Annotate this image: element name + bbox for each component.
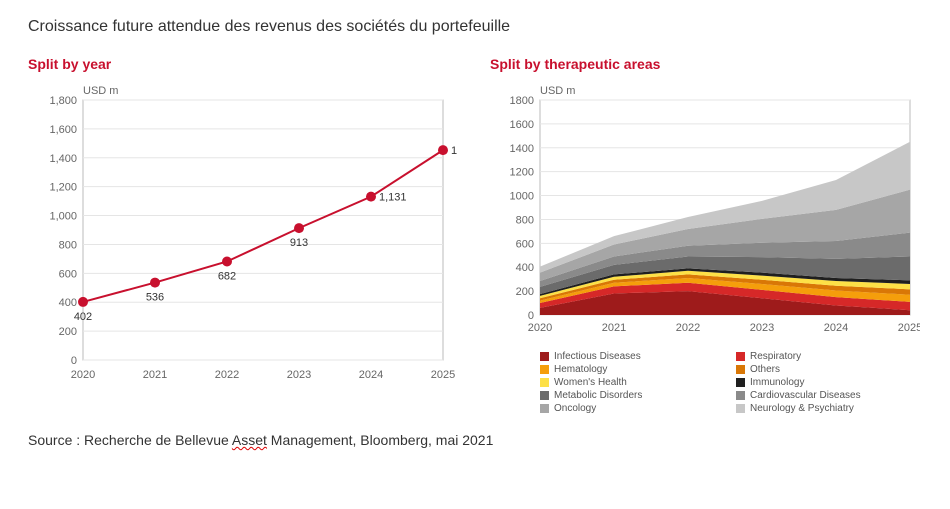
legend-swatch — [540, 352, 549, 361]
svg-text:2025: 2025 — [431, 369, 455, 381]
svg-text:2020: 2020 — [528, 322, 552, 334]
svg-text:600: 600 — [59, 268, 77, 280]
legend-label: Cardiovascular Diseases — [750, 390, 861, 401]
page-title: Croissance future attendue des revenus d… — [28, 18, 922, 36]
svg-text:800: 800 — [59, 239, 77, 251]
legend-label: Respiratory — [750, 351, 801, 362]
legend-item: Women's Health — [540, 377, 726, 388]
svg-text:402: 402 — [74, 311, 92, 323]
legend-item: Others — [736, 364, 922, 375]
legend-item: Neurology & Psychiatry — [736, 403, 922, 414]
svg-text:1,453: 1,453 — [451, 145, 458, 157]
legend-swatch — [540, 365, 549, 374]
legend-item: Cardiovascular Diseases — [736, 390, 922, 401]
source-text: Source : Recherche de Bellevue Asset Man… — [28, 432, 922, 448]
left-chart-title: Split by year — [28, 56, 460, 72]
svg-text:2021: 2021 — [143, 369, 167, 381]
legend-item: Infectious Diseases — [540, 351, 726, 362]
svg-text:200: 200 — [516, 286, 534, 298]
source-prefix: Source : Recherche de Bellevue — [28, 432, 232, 448]
right-chart-svg: 0 200 400 600 800 1000 1200 1400 1600 1800 USD m 20… — [490, 80, 920, 340]
legend-swatch — [736, 365, 745, 374]
legend-swatch — [540, 391, 549, 400]
svg-text:2023: 2023 — [287, 369, 311, 381]
svg-text:2020: 2020 — [71, 369, 95, 381]
svg-text:200: 200 — [59, 326, 77, 338]
svg-text:1,200: 1,200 — [49, 182, 77, 194]
legend-label: Others — [750, 364, 780, 375]
legend-item: Immunology — [736, 377, 922, 388]
right-chart-title: Split by therapeutic areas — [490, 56, 922, 72]
legend-swatch — [736, 391, 745, 400]
svg-text:536: 536 — [146, 292, 164, 304]
source-underlined: Asset — [232, 432, 267, 448]
legend-item: Oncology — [540, 403, 726, 414]
svg-text:682: 682 — [218, 270, 236, 282]
svg-text:1600: 1600 — [510, 119, 534, 131]
svg-text:USD m: USD m — [83, 85, 118, 97]
svg-text:2022: 2022 — [215, 369, 239, 381]
svg-text:400: 400 — [516, 262, 534, 274]
right-chart-col: Split by therapeutic areas 0 200 400 600 800… — [490, 56, 922, 414]
legend-label: Infectious Diseases — [554, 351, 641, 362]
legend-label: Metabolic Disorders — [554, 390, 642, 401]
svg-text:400: 400 — [59, 297, 77, 309]
legend-swatch — [540, 378, 549, 387]
left-chart-svg: 0 200 400 600 800 1,000 1,200 1,400 1,600 1,800 US… — [28, 80, 458, 390]
svg-text:2024: 2024 — [824, 322, 848, 334]
svg-text:1,131: 1,131 — [379, 192, 407, 204]
legend-item: Metabolic Disorders — [540, 390, 726, 401]
svg-text:1,400: 1,400 — [49, 153, 77, 165]
svg-text:1,800: 1,800 — [49, 95, 77, 107]
svg-text:0: 0 — [528, 310, 534, 322]
svg-text:2025: 2025 — [898, 322, 920, 334]
legend-swatch — [540, 404, 549, 413]
legend-swatch — [736, 404, 745, 413]
svg-text:2022: 2022 — [676, 322, 700, 334]
svg-text:800: 800 — [516, 214, 534, 226]
svg-text:1200: 1200 — [510, 167, 534, 179]
legend-label: Hematology — [554, 364, 607, 375]
svg-text:913: 913 — [290, 237, 308, 249]
svg-text:1400: 1400 — [510, 143, 534, 155]
svg-text:1,000: 1,000 — [49, 211, 77, 223]
legend-item: Hematology — [540, 364, 726, 375]
left-chart-col: Split by year 0 200 400 600 800 1,000 1,200 1,4… — [28, 56, 460, 414]
legend-label: Women's Health — [554, 377, 627, 388]
svg-text:2021: 2021 — [602, 322, 626, 334]
legend-label: Oncology — [554, 403, 596, 414]
legend-swatch — [736, 378, 745, 387]
svg-text:1,600: 1,600 — [49, 124, 77, 136]
source-suffix: Management, Bloomberg, mai 2021 — [267, 432, 493, 448]
legend-label: Immunology — [750, 377, 804, 388]
legend-item: Respiratory — [736, 351, 922, 362]
legend: Infectious Diseases Respiratory Hematology… — [490, 351, 922, 414]
svg-text:USD m: USD m — [540, 85, 575, 97]
svg-text:2024: 2024 — [359, 369, 383, 381]
svg-text:1000: 1000 — [510, 191, 534, 203]
legend-label: Neurology & Psychiatry — [750, 403, 854, 414]
charts-row: Split by year 0 200 400 600 800 1,000 1,200 1,4… — [28, 56, 922, 414]
svg-text:1800: 1800 — [510, 95, 534, 107]
svg-text:600: 600 — [516, 238, 534, 250]
legend-swatch — [736, 352, 745, 361]
svg-text:0: 0 — [71, 355, 77, 367]
svg-text:2023: 2023 — [750, 322, 774, 334]
